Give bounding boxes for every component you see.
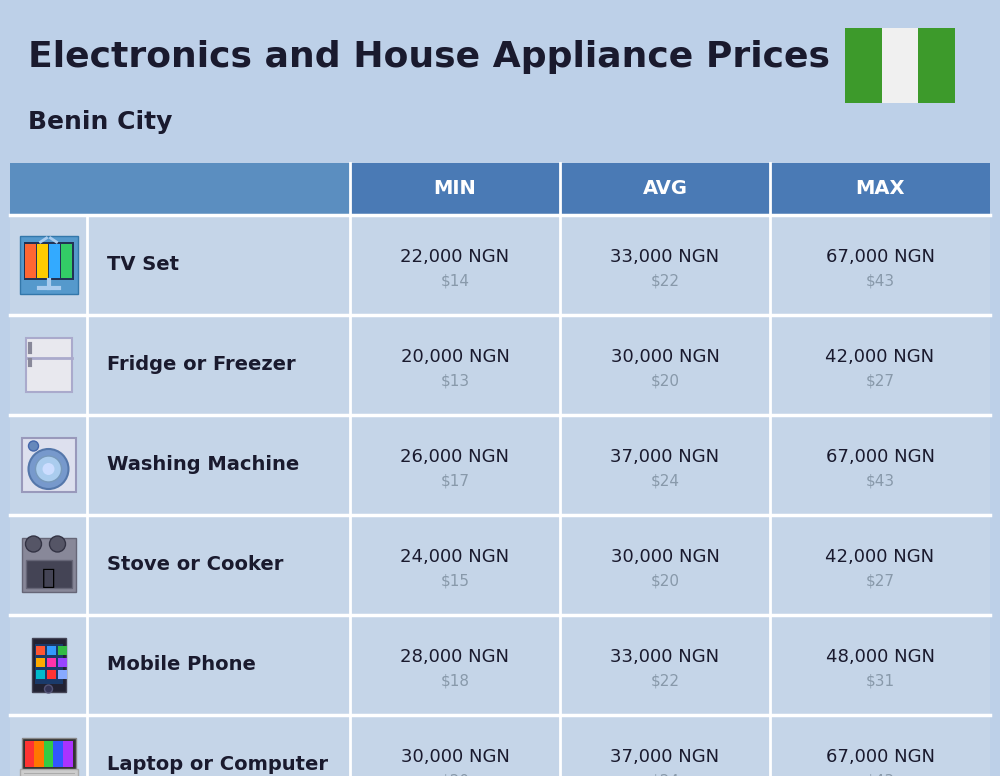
- Bar: [20, 236, 78, 294]
- Text: 33,000 NGN: 33,000 NGN: [610, 648, 720, 666]
- Text: $17: $17: [440, 473, 470, 489]
- Text: Fridge or Freezer: Fridge or Freezer: [107, 355, 296, 375]
- Text: $43: $43: [865, 774, 895, 776]
- Bar: [10, 163, 350, 215]
- Bar: [58, 646, 66, 655]
- Text: $24: $24: [650, 774, 680, 776]
- Text: $14: $14: [440, 273, 470, 289]
- Bar: [10, 715, 990, 776]
- Text: $20: $20: [650, 373, 680, 389]
- Bar: [46, 658, 56, 667]
- Bar: [58, 670, 66, 679]
- Bar: [63, 741, 72, 767]
- Text: 24,000 NGN: 24,000 NGN: [400, 548, 510, 566]
- Bar: [36, 646, 44, 655]
- Text: Laptop or Computer: Laptop or Computer: [107, 756, 328, 774]
- Text: 67,000 NGN: 67,000 NGN: [826, 448, 934, 466]
- Bar: [24, 741, 34, 767]
- Text: $18: $18: [440, 674, 470, 688]
- Bar: [36, 670, 44, 679]
- Text: MIN: MIN: [434, 179, 476, 199]
- Bar: [34, 741, 44, 767]
- Text: $24: $24: [650, 473, 680, 489]
- Text: 37,000 NGN: 37,000 NGN: [610, 448, 720, 466]
- Text: TV Set: TV Set: [107, 255, 179, 275]
- Circle shape: [44, 685, 52, 693]
- Text: 26,000 NGN: 26,000 NGN: [400, 448, 510, 466]
- Text: $22: $22: [650, 273, 680, 289]
- Circle shape: [26, 536, 42, 552]
- Bar: [26, 560, 72, 588]
- Bar: [36, 244, 48, 278]
- Bar: [58, 658, 66, 667]
- Text: $27: $27: [866, 373, 895, 389]
- Text: $27: $27: [866, 573, 895, 588]
- Text: 30,000 NGN: 30,000 NGN: [611, 548, 719, 566]
- Bar: [24, 244, 36, 278]
- Text: 🔥: 🔥: [42, 568, 55, 588]
- Text: $15: $15: [440, 573, 470, 588]
- Circle shape: [28, 441, 38, 451]
- Text: $43: $43: [865, 273, 895, 289]
- Circle shape: [50, 536, 66, 552]
- Bar: [48, 244, 60, 278]
- Bar: [882, 28, 918, 103]
- Bar: [34, 644, 62, 684]
- Bar: [10, 415, 990, 515]
- Text: 30,000 NGN: 30,000 NGN: [611, 348, 719, 366]
- Bar: [10, 215, 990, 315]
- Text: $43: $43: [865, 473, 895, 489]
- Text: MAX: MAX: [855, 179, 905, 199]
- Bar: [36, 658, 44, 667]
- Bar: [44, 741, 53, 767]
- Bar: [22, 538, 76, 592]
- Text: 67,000 NGN: 67,000 NGN: [826, 748, 934, 766]
- Text: Electronics and House Appliance Prices: Electronics and House Appliance Prices: [28, 40, 830, 74]
- Bar: [32, 638, 66, 692]
- Text: 67,000 NGN: 67,000 NGN: [826, 248, 934, 266]
- Text: 28,000 NGN: 28,000 NGN: [400, 648, 510, 666]
- Bar: [20, 769, 78, 776]
- Bar: [53, 741, 63, 767]
- Text: 42,000 NGN: 42,000 NGN: [825, 548, 935, 566]
- Text: $20: $20: [440, 774, 470, 776]
- Text: Stove or Cooker: Stove or Cooker: [107, 556, 283, 574]
- Text: 48,000 NGN: 48,000 NGN: [826, 648, 934, 666]
- Bar: [10, 315, 990, 415]
- Text: $20: $20: [650, 573, 680, 588]
- Bar: [10, 615, 990, 715]
- Text: 42,000 NGN: 42,000 NGN: [825, 348, 935, 366]
- Text: $22: $22: [650, 674, 680, 688]
- Bar: [46, 646, 56, 655]
- Text: 22,000 NGN: 22,000 NGN: [400, 248, 510, 266]
- Bar: [918, 28, 955, 103]
- Text: AVG: AVG: [642, 179, 688, 199]
- Bar: [60, 244, 72, 278]
- Text: 33,000 NGN: 33,000 NGN: [610, 248, 720, 266]
- Text: $31: $31: [865, 674, 895, 688]
- Text: $13: $13: [440, 373, 470, 389]
- Bar: [26, 338, 72, 392]
- Bar: [845, 28, 882, 103]
- Bar: [350, 163, 990, 215]
- Text: Washing Machine: Washing Machine: [107, 456, 299, 474]
- Text: Benin City: Benin City: [28, 110, 172, 134]
- Circle shape: [42, 463, 54, 475]
- Bar: [24, 242, 74, 280]
- Bar: [22, 738, 76, 770]
- Text: 37,000 NGN: 37,000 NGN: [610, 748, 720, 766]
- Text: 20,000 NGN: 20,000 NGN: [401, 348, 509, 366]
- Text: Mobile Phone: Mobile Phone: [107, 656, 256, 674]
- Circle shape: [28, 449, 68, 489]
- Bar: [10, 515, 990, 615]
- Bar: [22, 438, 76, 492]
- Bar: [46, 670, 56, 679]
- Circle shape: [36, 456, 62, 482]
- Text: 30,000 NGN: 30,000 NGN: [401, 748, 509, 766]
